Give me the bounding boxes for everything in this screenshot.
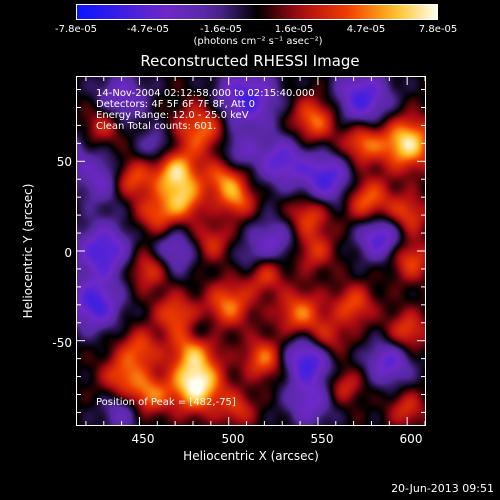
colorbar-tick-label: -1.6e-05: [200, 24, 242, 35]
x-tick-label: 550: [310, 432, 334, 446]
y-tick-label: 50: [56, 155, 72, 169]
image-plot-area: [76, 76, 426, 426]
x-tick-label: 450: [131, 432, 155, 446]
colorbar-tick-label: -4.7e-05: [127, 24, 169, 35]
colorbar-tick-label: 1.6e-05: [274, 24, 314, 35]
x-tick-label: 500: [221, 432, 245, 446]
y-axis-label: Heliocentric Y (arcsec): [21, 183, 35, 319]
chart-title: Reconstructed RHESSI Image: [140, 52, 360, 70]
colorbar-unit-label: (photons cm⁻² s⁻¹ asec⁻²): [193, 36, 323, 47]
colorbar-tick-label: -7.8e-05: [55, 24, 97, 35]
colorbar: [76, 4, 438, 20]
clean-counts-text: Clean Total counts: 601.: [96, 121, 217, 132]
colorbar-tick-label: 7.8e-05: [418, 24, 458, 35]
energy-range-text: Energy Range: 12.0 - 25.0 keV: [96, 110, 249, 121]
heatmap-image: [77, 77, 425, 425]
timestamp-footer: 20-Jun-2013 09:51: [391, 482, 494, 495]
x-axis-label: Heliocentric X (arcsec): [183, 449, 319, 463]
y-tick-label: 0: [64, 246, 72, 260]
x-tick-label: 600: [399, 432, 423, 446]
y-tick-label: -50: [52, 336, 72, 350]
peak-position-text: Position of Peak = [482,-75]: [96, 397, 236, 408]
time-range-text: 14-Nov-2004 02:12:58.000 to 02:15:40.000: [96, 88, 315, 99]
colorbar-tick-label: 4.7e-05: [346, 24, 386, 35]
detectors-text: Detectors: 4F 5F 6F 7F 8F, Att 0: [96, 99, 256, 110]
